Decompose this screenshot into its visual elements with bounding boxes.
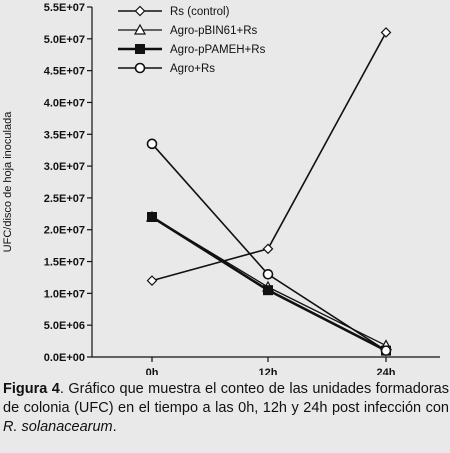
caption-text: . Gráfico que muestra el conteo de las u… — [3, 381, 449, 416]
legend: Rs (control) Agro-pBIN61+Rs Agro-pPAMEH+Rs… — [118, 5, 266, 75]
legend-label: Rs (control) — [170, 6, 230, 18]
data-point-diamond — [262, 243, 274, 255]
legend-marker-diamond — [134, 5, 146, 17]
y-tick-label: 5.5E+07 — [44, 2, 85, 14]
y-axis-label: UFC/disco de hoja inoculada — [2, 111, 14, 253]
data-point-circle — [380, 345, 392, 356]
caption-species: R. solanacearum — [3, 419, 113, 435]
legend-label: Agro-pPAMEH+Rs — [170, 44, 266, 56]
data-point-circle — [262, 268, 274, 280]
legend-label: Agro+Rs — [170, 63, 215, 75]
caption-label: Figura 4 — [3, 381, 60, 397]
legend-label: Agro-pBIN61+Rs — [170, 25, 257, 37]
y-tick-label: 1.0E+07 — [44, 288, 85, 300]
series-line — [151, 216, 387, 347]
caption-end: . — [112, 419, 117, 435]
y-tick-label: 1.5E+07 — [44, 257, 85, 269]
data-point-diamond — [380, 27, 392, 38]
line-chart: 0.0E+00 5.0E+06 1.0E+07 1.5E+07 2.0E+07 2.5E+… — [2, 2, 440, 375]
data-point-square — [147, 212, 157, 222]
y-tick-label: 3.5E+07 — [44, 129, 85, 141]
y-tick-label: 5.0E+07 — [44, 34, 85, 46]
y-tick-label: 2.5E+07 — [44, 193, 85, 205]
legend-marker-triangle — [133, 23, 147, 35]
y-tick-label: 4.0E+07 — [44, 97, 85, 109]
y-tick-label: 3.0E+07 — [44, 161, 85, 173]
data-point-square — [263, 285, 273, 296]
y-tick-label: 0.0E+00 — [44, 352, 85, 364]
series-diamond — [146, 27, 392, 286]
data-point-diamond — [146, 275, 158, 286]
y-tick-label: 2.0E+07 — [44, 225, 85, 237]
x-tick-label: 0h — [146, 367, 159, 375]
legend-marker-circle — [134, 62, 146, 74]
y-tick-label: 4.5E+07 — [44, 66, 85, 78]
series-circle — [146, 138, 392, 356]
series-triangle — [145, 210, 393, 351]
data-point-circle — [146, 138, 158, 150]
x-tick-label: 12h — [259, 367, 278, 375]
figure-caption: Figura 4. Gráfico que muestra el conteo … — [3, 380, 449, 437]
legend-marker-square — [135, 44, 145, 54]
x-tick-label: 24h — [377, 367, 396, 375]
y-tick-label: 5.0E+06 — [44, 320, 85, 332]
